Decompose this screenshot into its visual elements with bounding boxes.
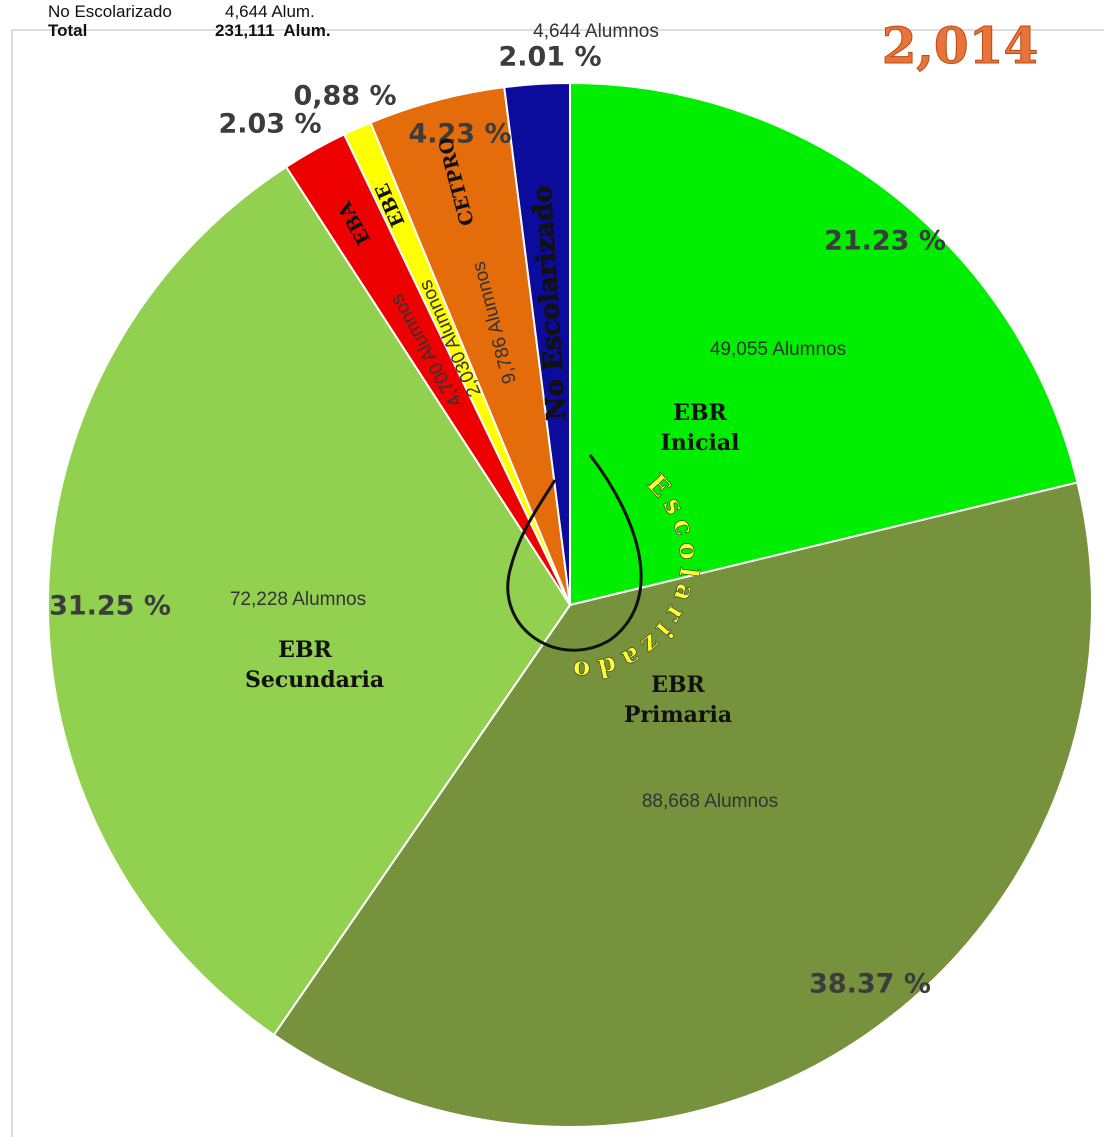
category-label: EBR Inicial xyxy=(660,400,740,456)
summary-value: 4,644 Alum. xyxy=(225,2,315,21)
count-label: 72,228 Alumnos xyxy=(230,589,366,610)
value-label: 2.01 % xyxy=(498,42,601,73)
category-label: EBR Primaria xyxy=(623,672,733,728)
value-label: 2.03 % xyxy=(218,109,321,140)
category-label: EBR Secundaria xyxy=(245,637,385,693)
summary-label: Total xyxy=(48,21,88,40)
count-label: 49,055 Alumnos xyxy=(710,339,846,360)
chart-title: 2,014 xyxy=(882,16,1039,75)
count-label: 4,644 Alumnos xyxy=(533,21,659,42)
summary-value: 231,111 Alum. xyxy=(215,21,331,40)
pie-slice xyxy=(569,81,1079,607)
summary-label: No Escolarizado xyxy=(48,2,172,21)
count-label: 88,668 Alumnos xyxy=(642,791,778,812)
loop xyxy=(506,454,643,652)
pie-slice xyxy=(272,481,1093,1128)
slices xyxy=(47,81,1093,1128)
value-label: 4.23 % xyxy=(408,119,511,150)
value-label: 31.25 % xyxy=(49,591,171,622)
pie-slice xyxy=(503,81,571,606)
value-label: 0,88 % xyxy=(293,81,396,112)
value-label: 38.37 % xyxy=(809,969,931,1000)
value-label: 21.23 % xyxy=(824,226,946,257)
pie-slice xyxy=(47,165,572,1037)
